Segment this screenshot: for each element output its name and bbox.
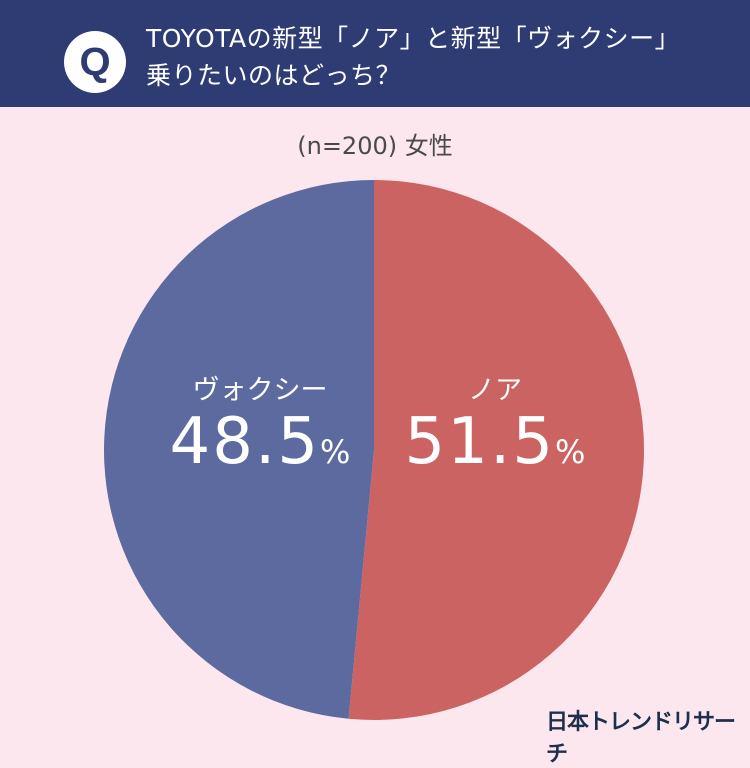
label-voxy-unit: % xyxy=(320,433,351,471)
question-title: TOYOTAの新型「ノア」と新型「ヴォクシー」 乗りたいのはどっち？ xyxy=(146,20,680,94)
q-badge-icon: Q xyxy=(64,31,126,93)
label-voxy-name: ヴォクシー xyxy=(192,375,328,406)
pie-slice-voxy xyxy=(104,179,374,719)
sample-size-label: (n=200) 女性 xyxy=(297,132,453,160)
label-voxy-value: 48.5 xyxy=(169,405,321,479)
label-voxy: ヴォクシー 48.5% xyxy=(140,368,380,477)
pie-chart xyxy=(104,179,645,720)
pie-slice-noa xyxy=(348,180,645,720)
label-noa: ノア 51.5% xyxy=(395,368,595,477)
label-noa-name: ノア xyxy=(468,375,522,406)
label-noa-value: 51.5 xyxy=(404,405,556,479)
title-line-2: 乗りたいのはどっち？ xyxy=(146,61,402,90)
question-header: Q TOYOTAの新型「ノア」と新型「ヴォクシー」 乗りたいのはどっち？ xyxy=(0,0,750,107)
label-noa-unit: % xyxy=(555,433,586,471)
brand-logo: 日本トレンドリサーチ xyxy=(546,710,736,767)
title-line-1: TOYOTAの新型「ノア」と新型「ヴォクシー」 xyxy=(146,24,681,53)
